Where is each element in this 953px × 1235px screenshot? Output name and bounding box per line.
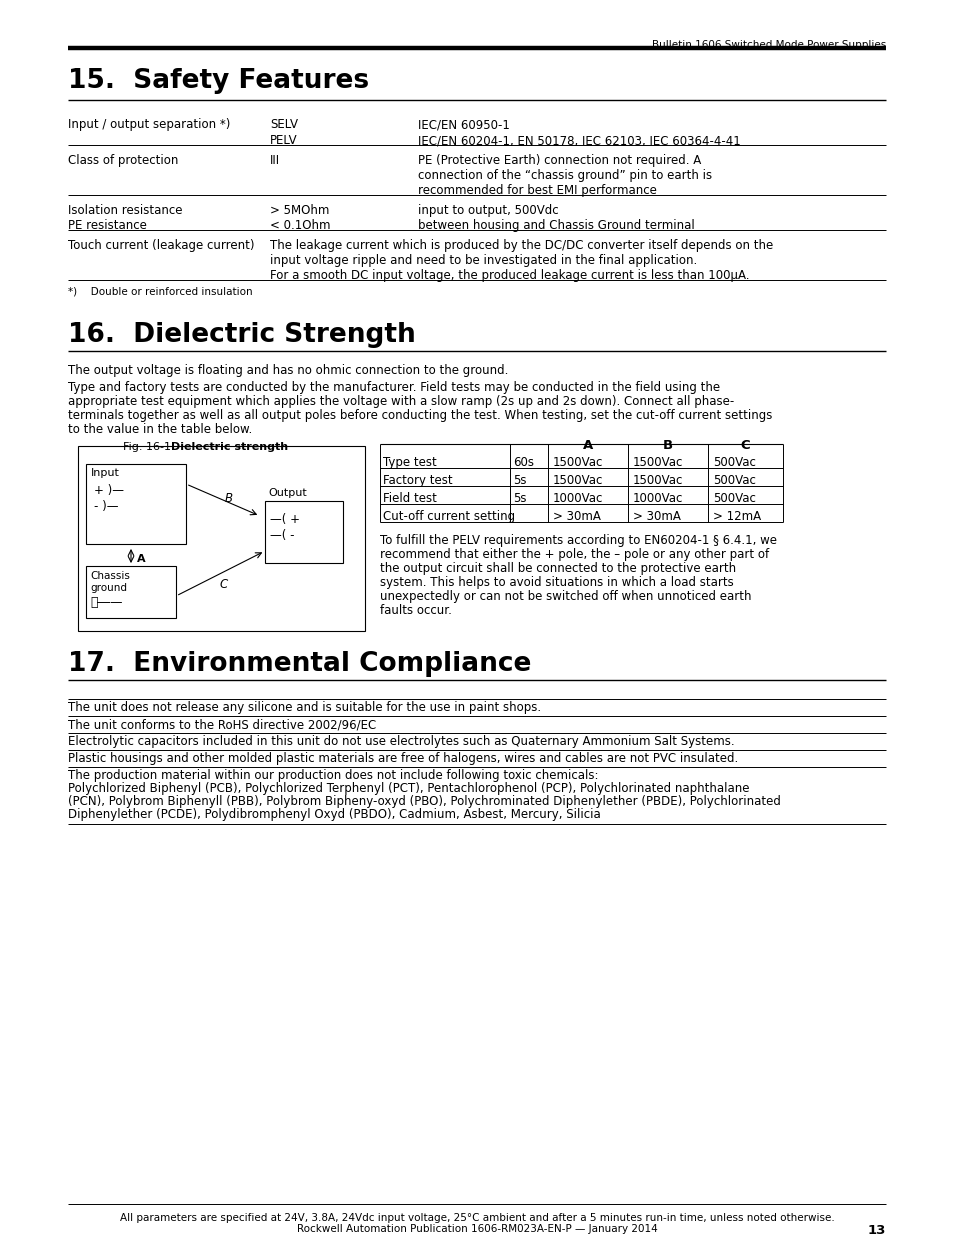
Text: IEC/EN 60950-1: IEC/EN 60950-1 — [417, 119, 509, 131]
Text: 1500Vac: 1500Vac — [553, 456, 602, 469]
Text: Class of protection: Class of protection — [68, 154, 178, 167]
Text: ⫿―—: ⫿―— — [90, 597, 122, 609]
Text: Rockwell Automation Publication 1606-RM023A-EN-P — January 2014: Rockwell Automation Publication 1606-RM0… — [296, 1224, 657, 1234]
Text: —( -: —( - — [270, 529, 294, 542]
Bar — [86, 566, 175, 618]
Text: Chassis: Chassis — [90, 571, 130, 580]
Text: + )—: + )— — [94, 484, 124, 496]
Text: Electrolytic capacitors included in this unit do not use electrolytes such as Qu: Electrolytic capacitors included in this… — [68, 735, 734, 748]
Text: Isolation resistance: Isolation resistance — [68, 204, 182, 217]
Text: Dielectric strength: Dielectric strength — [171, 442, 288, 452]
Text: PE (Protective Earth) connection not required. A: PE (Protective Earth) connection not req… — [417, 154, 700, 167]
Text: > 30mA: > 30mA — [553, 510, 600, 522]
Bar — [265, 501, 343, 563]
Text: 500Vac: 500Vac — [712, 456, 755, 469]
Text: 13: 13 — [866, 1224, 885, 1235]
Text: Type test: Type test — [382, 456, 436, 469]
Text: C: C — [220, 578, 228, 592]
Text: terminals together as well as all output poles before conducting the test. When : terminals together as well as all output… — [68, 409, 772, 422]
Text: 500Vac: 500Vac — [712, 474, 755, 487]
Text: between housing and Chassis Ground terminal: between housing and Chassis Ground termi… — [417, 219, 694, 232]
Text: 60s: 60s — [513, 456, 534, 469]
Text: The leakage current which is produced by the DC/DC converter itself depends on t: The leakage current which is produced by… — [270, 240, 773, 252]
Text: Touch current (leakage current): Touch current (leakage current) — [68, 240, 254, 252]
Text: Polychlorized Biphenyl (PCB), Polychlorized Terphenyl (PCT), Pentachlorophenol (: Polychlorized Biphenyl (PCB), Polychlori… — [68, 782, 749, 795]
Text: 15.  Safety Features: 15. Safety Features — [68, 68, 369, 94]
Text: Input: Input — [91, 468, 120, 478]
Text: The unit conforms to the RoHS directive 2002/96/EC: The unit conforms to the RoHS directive … — [68, 718, 375, 731]
Text: 5s: 5s — [513, 492, 526, 505]
Text: ground: ground — [90, 583, 127, 593]
Text: The output voltage is floating and has no ohmic connection to the ground.: The output voltage is floating and has n… — [68, 364, 508, 377]
Text: To fulfill the PELV requirements according to EN60204-1 § 6.4.1, we: To fulfill the PELV requirements accordi… — [379, 534, 776, 547]
Text: input voltage ripple and need to be investigated in the final application.: input voltage ripple and need to be inve… — [270, 254, 697, 267]
Text: recommended for best EMI performance: recommended for best EMI performance — [417, 184, 657, 198]
Text: A: A — [582, 438, 593, 452]
Text: input to output, 500Vdc: input to output, 500Vdc — [417, 204, 558, 217]
Text: Type and factory tests are conducted by the manufacturer. Field tests may be con: Type and factory tests are conducted by … — [68, 382, 720, 394]
Text: to the value in the table below.: to the value in the table below. — [68, 424, 252, 436]
Text: recommend that either the + pole, the – pole or any other part of: recommend that either the + pole, the – … — [379, 548, 768, 561]
Text: The production material within our production does not include following toxic c: The production material within our produ… — [68, 769, 598, 782]
Text: - )—: - )— — [94, 500, 118, 513]
Text: > 5MOhm: > 5MOhm — [270, 204, 329, 217]
Text: Field test: Field test — [382, 492, 436, 505]
Text: —( +: —( + — [270, 513, 299, 526]
Text: 500Vac: 500Vac — [712, 492, 755, 505]
Text: Cut-off current setting: Cut-off current setting — [382, 510, 515, 522]
Text: Plastic housings and other molded plastic materials are free of halogens, wires : Plastic housings and other molded plasti… — [68, 752, 738, 764]
Text: unexpectedly or can not be switched off when unnoticed earth: unexpectedly or can not be switched off … — [379, 590, 751, 603]
Text: appropriate test equipment which applies the voltage with a slow ramp (2s up and: appropriate test equipment which applies… — [68, 395, 734, 408]
Text: 1000Vac: 1000Vac — [633, 492, 682, 505]
Bar — [78, 446, 365, 631]
Text: Fig. 16-1: Fig. 16-1 — [123, 442, 178, 452]
Text: > 30mA: > 30mA — [633, 510, 680, 522]
Text: (PCN), Polybrom Biphenyll (PBB), Polybrom Bipheny-oxyd (PBO), Polychrominated Di: (PCN), Polybrom Biphenyll (PBB), Polybro… — [68, 795, 781, 808]
Text: III: III — [270, 154, 280, 167]
Text: SELV: SELV — [270, 119, 297, 131]
Text: 1500Vac: 1500Vac — [553, 474, 602, 487]
Text: B: B — [225, 492, 233, 505]
Text: 16.  Dielectric Strength: 16. Dielectric Strength — [68, 322, 416, 348]
Text: A: A — [137, 555, 146, 564]
Text: connection of the “chassis ground” pin to earth is: connection of the “chassis ground” pin t… — [417, 169, 711, 182]
Text: IEC/EN 60204-1, EN 50178, IEC 62103, IEC 60364-4-41: IEC/EN 60204-1, EN 50178, IEC 62103, IEC… — [417, 135, 740, 147]
Text: For a smooth DC input voltage, the produced leakage current is less than 100μA.: For a smooth DC input voltage, the produ… — [270, 269, 749, 282]
Text: Output: Output — [268, 488, 307, 498]
Text: *)  Double or reinforced insulation: *) Double or reinforced insulation — [68, 287, 253, 296]
Text: C: C — [740, 438, 749, 452]
Text: Bulletin 1606 Switched Mode Power Supplies: Bulletin 1606 Switched Mode Power Suppli… — [651, 40, 885, 49]
Text: system. This helps to avoid situations in which a load starts: system. This helps to avoid situations i… — [379, 576, 733, 589]
Text: PE resistance: PE resistance — [68, 219, 147, 232]
Text: The unit does not release any silicone and is suitable for the use in paint shop: The unit does not release any silicone a… — [68, 701, 540, 714]
Text: < 0.1Ohm: < 0.1Ohm — [270, 219, 330, 232]
Text: 5s: 5s — [513, 474, 526, 487]
Bar — [86, 464, 186, 543]
Text: 1000Vac: 1000Vac — [553, 492, 602, 505]
Text: Diphenylether (PCDE), Polydibromphenyl Oxyd (PBDO), Cadmium, Asbest, Mercury, Si: Diphenylether (PCDE), Polydibromphenyl O… — [68, 808, 600, 821]
Text: 1500Vac: 1500Vac — [633, 456, 682, 469]
Text: All parameters are specified at 24V, 3.8A, 24Vdc input voltage, 25°C ambient and: All parameters are specified at 24V, 3.8… — [119, 1213, 834, 1223]
Text: Factory test: Factory test — [382, 474, 452, 487]
Text: Input / output separation *): Input / output separation *) — [68, 119, 230, 131]
Text: 17.  Environmental Compliance: 17. Environmental Compliance — [68, 651, 531, 677]
Text: PELV: PELV — [270, 135, 297, 147]
Text: the output circuit shall be connected to the protective earth: the output circuit shall be connected to… — [379, 562, 736, 576]
Text: faults occur.: faults occur. — [379, 604, 452, 618]
Text: > 12mA: > 12mA — [712, 510, 760, 522]
Text: 1500Vac: 1500Vac — [633, 474, 682, 487]
Text: B: B — [662, 438, 673, 452]
